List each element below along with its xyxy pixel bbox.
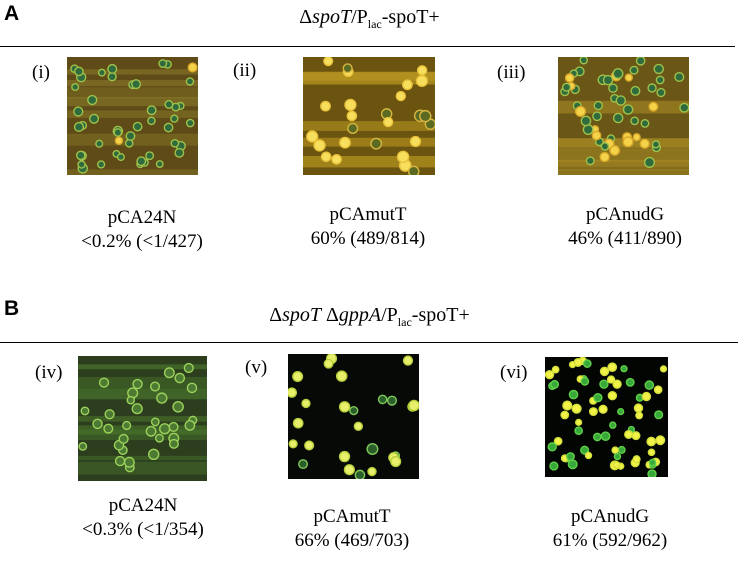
frequency-value: 61% (592/962) — [552, 530, 668, 551]
panel-b-rule — [0, 342, 738, 343]
plate-image-i — [67, 57, 198, 175]
caption-i: pCA24N <0.2% (<1/427) — [52, 206, 232, 254]
image-label-vi: (vi) — [500, 362, 528, 383]
frequency-value: 46% (411/890) — [568, 228, 682, 249]
image-label-iv: (iv) — [35, 362, 63, 383]
frequency-value: <0.3% (<1/354) — [82, 519, 204, 540]
panel-b-label: B — [4, 297, 20, 320]
plate-image-vi — [545, 357, 668, 477]
image-label-ii: (ii) — [233, 60, 257, 81]
caption-iii: pCAnudG 46% (411/890) — [535, 203, 715, 251]
frequency-value: 60% (489/814) — [310, 228, 426, 249]
panel-b-title: ΔspoT ΔgppA/Plac-spoT+ — [269, 304, 470, 329]
plasmid-name: pCA24N — [108, 495, 178, 516]
plasmid-name: pCAnudG — [570, 506, 650, 527]
plasmid-name: pCAmutT — [313, 506, 391, 527]
plasmid-name: pCAmutT — [329, 204, 407, 225]
caption-v: pCAmutT 66% (469/703) — [262, 505, 442, 553]
frequency-value: 66% (469/703) — [294, 530, 410, 551]
caption-iv: pCA24N <0.3% (<1/354) — [53, 494, 233, 542]
plate-image-ii — [303, 57, 435, 175]
image-label-v: (v) — [245, 357, 268, 378]
frequency-value: <0.2% (<1/427) — [81, 231, 203, 252]
plasmid-name: pCA24N — [107, 207, 177, 228]
caption-vi: pCAnudG 61% (592/962) — [520, 505, 700, 553]
plate-image-iii — [558, 57, 689, 175]
plate-image-iv — [78, 356, 207, 481]
panel-a-rule — [0, 46, 735, 47]
caption-ii: pCAmutT 60% (489/814) — [278, 203, 458, 251]
panel-a-title: ΔspoT/Plac-spoT+ — [299, 6, 440, 31]
plasmid-name: pCAnudG — [585, 204, 665, 225]
image-label-iii: (iii) — [497, 62, 526, 83]
plate-image-v — [288, 354, 419, 479]
panel-a-label: A — [4, 2, 20, 25]
image-label-i: (i) — [32, 62, 50, 83]
